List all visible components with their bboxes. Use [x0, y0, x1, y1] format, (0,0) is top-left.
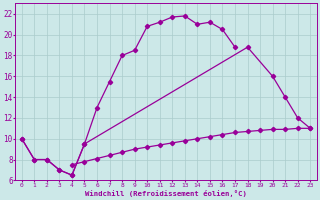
X-axis label: Windchill (Refroidissement éolien,°C): Windchill (Refroidissement éolien,°C) — [85, 190, 247, 197]
